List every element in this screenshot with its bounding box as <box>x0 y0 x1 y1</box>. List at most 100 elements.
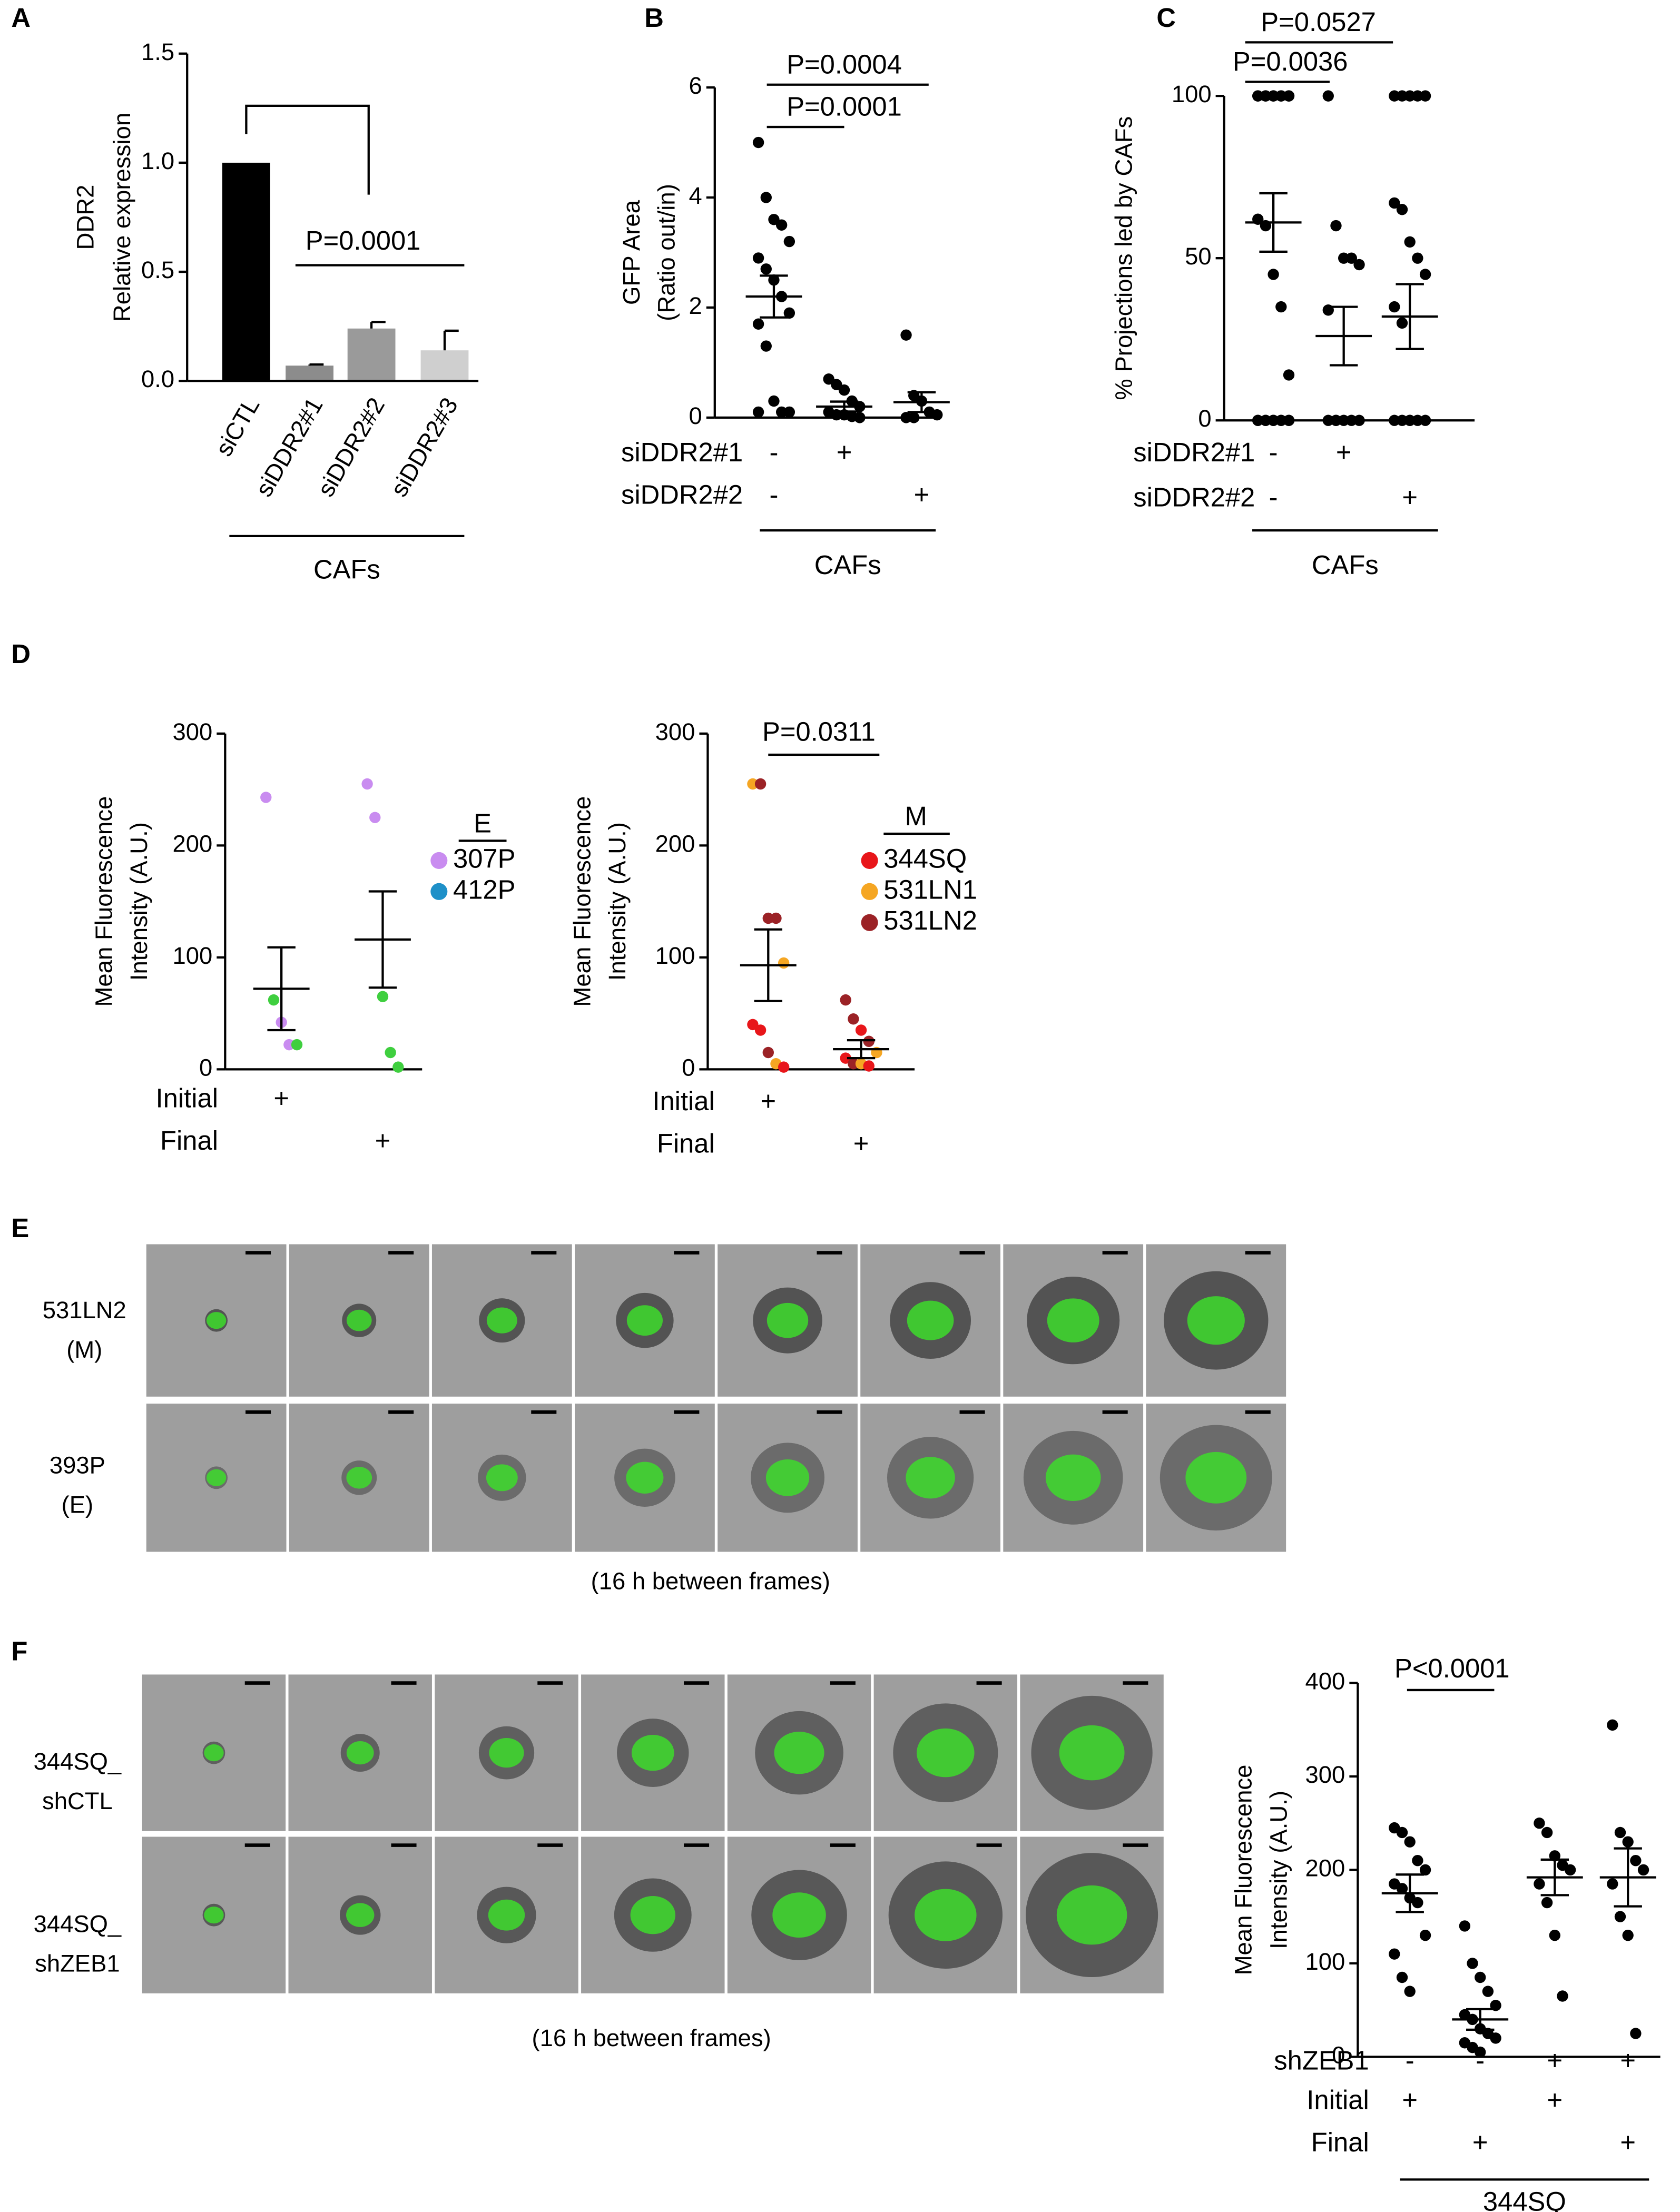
data-point <box>1541 1826 1553 1839</box>
data-point <box>778 957 790 969</box>
condition-sign: + <box>837 437 852 467</box>
gfp-signal <box>1185 1451 1247 1504</box>
data-point <box>1412 252 1423 264</box>
gfp-signal <box>1045 1454 1101 1501</box>
data-point <box>1630 1854 1642 1867</box>
y-tick-label: 300 <box>1305 1761 1345 1788</box>
data-point <box>1412 90 1423 102</box>
y-tick-label: 1.5 <box>141 38 174 65</box>
caption: (16 h between frames) <box>591 1567 830 1594</box>
data-point <box>900 329 912 341</box>
gfp-signal <box>206 1469 227 1486</box>
condition-sign: + <box>853 1128 869 1158</box>
condition-sign: + <box>1402 482 1418 512</box>
data-point <box>1534 1878 1545 1890</box>
legend-title: M <box>905 801 927 831</box>
data-point <box>1338 252 1350 264</box>
y-axis-label: Mean Fluorescence <box>1230 1764 1257 1975</box>
condition-sign: + <box>1547 2085 1563 2115</box>
gfp-signal <box>631 1734 674 1771</box>
data-point <box>1345 252 1358 264</box>
data-point <box>1549 1929 1560 1941</box>
gfp-signal <box>346 1741 374 1765</box>
y-tick-label: 4 <box>689 182 702 209</box>
data-point <box>1268 90 1279 102</box>
data-point <box>1622 1929 1634 1941</box>
data-point <box>1404 236 1416 248</box>
data-point <box>783 235 795 248</box>
gfp-signal <box>346 1903 375 1927</box>
y-tick-label: 1.0 <box>141 147 174 174</box>
y-tick-label: 0.5 <box>141 256 174 283</box>
data-point <box>1419 1929 1431 1941</box>
data-point <box>783 406 795 418</box>
condition-label: siDDR2#2 <box>1133 482 1255 512</box>
legend-label: 344SQ <box>883 843 967 873</box>
data-point <box>1330 220 1342 232</box>
y-tick-label: 300 <box>655 718 695 745</box>
y-tick-label: 100 <box>1305 1948 1345 1975</box>
p-value: P=0.0001 <box>787 92 902 122</box>
data-point <box>1396 90 1408 102</box>
gfp-signal <box>204 1744 224 1762</box>
data-point <box>931 409 943 421</box>
legend-label: 531LN2 <box>883 905 977 935</box>
y-tick-label: 200 <box>173 830 213 857</box>
condition-sign: + <box>914 479 930 509</box>
data-point <box>1396 317 1408 329</box>
gfp-signal <box>206 1312 227 1329</box>
condition-sign: - <box>1269 482 1278 512</box>
x-tick-label: siDDR2#3 <box>385 393 463 501</box>
y-tick-label: 0 <box>1332 2041 1345 2068</box>
data-point <box>838 384 850 396</box>
data-point <box>1389 90 1400 102</box>
row-label: (M) <box>66 1336 102 1363</box>
data-point <box>1404 414 1416 426</box>
gfp-signal <box>486 1464 518 1492</box>
y-tick-label: 100 <box>173 942 213 969</box>
data-point <box>747 1019 759 1031</box>
data-point <box>1252 90 1264 102</box>
data-point <box>754 1024 767 1036</box>
gfp-signal <box>204 1907 224 1924</box>
gfp-signal <box>915 1889 977 1941</box>
data-point <box>1482 1986 1494 1997</box>
data-point <box>1396 1971 1408 1983</box>
condition-sign: - <box>770 437 779 467</box>
y-axis-label: Mean Fluorescence <box>568 796 595 1007</box>
gfp-signal <box>906 1457 955 1499</box>
y-tick-label: 100 <box>655 942 695 969</box>
gfp-signal <box>630 1896 676 1934</box>
group-label: CAFs <box>1312 550 1379 580</box>
y-axis-label: Intensity (A.U.) <box>125 822 152 981</box>
data-point <box>1404 1836 1416 1848</box>
gfp-signal <box>907 1300 954 1340</box>
data-point <box>1419 414 1431 426</box>
panel-label: D <box>11 639 31 669</box>
condition-label: siDDR2#1 <box>1133 437 1255 467</box>
condition-sign: - <box>1269 437 1278 467</box>
data-point <box>778 1061 790 1073</box>
condition-sign: + <box>1336 437 1352 467</box>
legend-label: 531LN1 <box>883 874 977 904</box>
data-point <box>760 192 772 203</box>
p-value: P=0.0001 <box>306 225 421 255</box>
condition-sign: - <box>1476 2045 1485 2075</box>
data-point <box>1330 414 1342 426</box>
data-point <box>1459 1920 1471 1932</box>
p-value: P=0.0311 <box>762 716 876 746</box>
data-point <box>268 994 280 1006</box>
row-label: shCTL <box>42 1788 113 1814</box>
data-point <box>840 994 851 1006</box>
data-point <box>1283 414 1295 426</box>
data-point <box>1268 414 1279 426</box>
data-point <box>908 412 920 423</box>
bar <box>222 162 270 381</box>
panel-label: C <box>1156 3 1176 33</box>
gfp-signal <box>489 1738 524 1768</box>
data-point <box>1412 414 1423 426</box>
bar <box>347 328 396 381</box>
condition-sign: + <box>1547 2045 1563 2075</box>
row-label: (E) <box>62 1492 94 1518</box>
y-axis-label: Relative expression <box>109 113 135 322</box>
